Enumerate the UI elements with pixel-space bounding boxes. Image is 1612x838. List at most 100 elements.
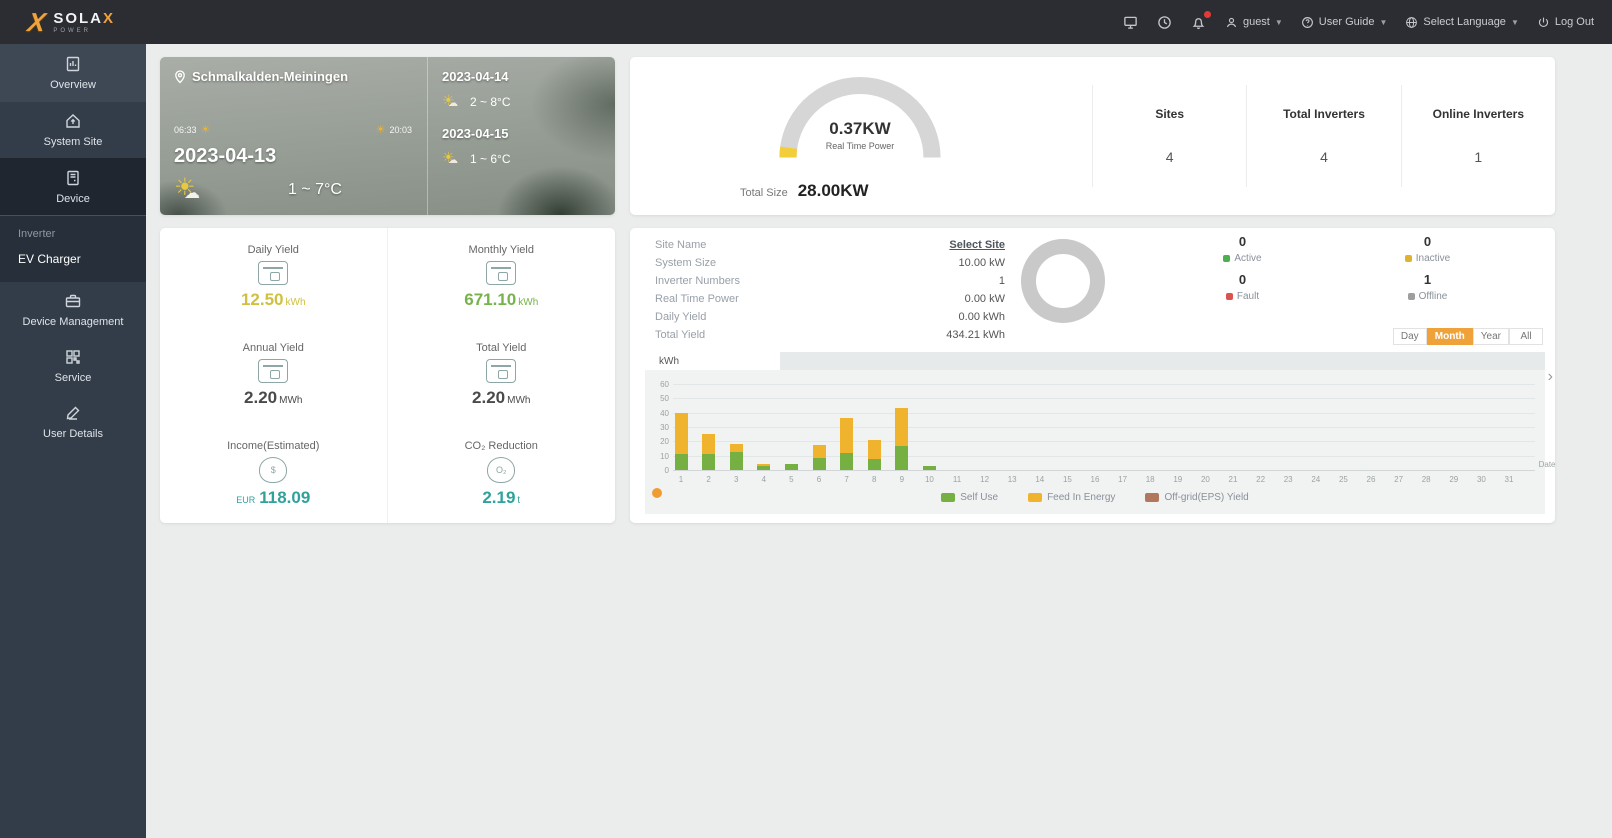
bar-feed-in-day-9 [895, 408, 909, 446]
x-axis-tick: 1 [678, 475, 684, 484]
power-overview-card: 0.37KW Real Time Power Total Size 28.00K… [630, 57, 1555, 215]
site-detail-card: Site Name Select Site System Size 10.00 … [630, 228, 1556, 523]
period-month-button[interactable]: Month [1426, 328, 1473, 345]
bar-feed-in-day-2 [702, 434, 716, 455]
sunrise-time: 06:33 ☀ [174, 124, 211, 136]
x-axis-tick: 18 [1145, 475, 1155, 484]
solax-logo: X SOLAX POWER [25, 6, 116, 38]
total-size-label: Total Size [740, 187, 788, 199]
sidebar-item-user-details[interactable]: User Details [0, 394, 146, 450]
pencil-icon [66, 406, 80, 420]
bar-self-use-day-4 [757, 465, 771, 470]
field-inverter-numbers: Inverter Numbers 1 [655, 275, 1005, 287]
sidebar-item-overview[interactable]: Overview [0, 44, 146, 102]
field-real-time-power: Real Time Power 0.00 kW [655, 293, 1005, 305]
bar-self-use-day-2 [702, 454, 716, 470]
top-bar-menu: guest ▼ User Guide ▼ Select Language ▼ L… [1123, 11, 1594, 30]
coins-icon: $ [259, 456, 288, 483]
field-system-size: System Size 10.00 kW [655, 257, 1005, 269]
sidebar-item-service[interactable]: Service [0, 338, 146, 394]
field-daily-yield: Daily Yield 0.00 kWh [655, 311, 1005, 323]
submenu-item-ev-charger[interactable]: EV Charger [18, 252, 81, 266]
yield-income: Income(Estimated) $ EUR 118.09 [160, 424, 388, 523]
period-all-button[interactable]: All [1509, 328, 1543, 345]
forecast-temp: 2 ~ 8°C [470, 95, 511, 109]
house-icon [66, 114, 80, 128]
yield-bar-chart: kWh 0 10 20 30 40 50 60 1 2 3 4 5 6 7 8 9 10 11 12 13 14 15 1… [645, 352, 1556, 514]
tab-kwh[interactable]: kWh [645, 352, 780, 370]
language-menu[interactable]: Select Language ▼ [1405, 16, 1519, 29]
yield-total: Total Yield 2.20 MWh [472, 342, 531, 408]
sidebar-item-device-management[interactable]: Device Management [0, 282, 146, 338]
select-site-link[interactable]: Select Site [949, 239, 1005, 251]
sunrise-icon: ☀ [200, 124, 211, 136]
gridline [673, 441, 1535, 443]
forecast-date: 2023-04-14 [442, 69, 509, 84]
sidebar-item-device[interactable]: Device [0, 158, 146, 216]
sidebar-item-system-site[interactable]: System Site [0, 102, 146, 158]
logout-button[interactable]: Log Out [1537, 16, 1594, 29]
sidebar-item-label: Overview [50, 79, 96, 91]
bar-self-use-day-8 [867, 459, 881, 470]
qr-grid-icon [66, 350, 80, 364]
device-icon [67, 170, 79, 185]
x-axis-tick: 29 [1449, 475, 1459, 484]
solax-x-logo-icon: X [25, 6, 48, 37]
x-axis-tick: 16 [1090, 475, 1100, 484]
calendar-icon [486, 359, 517, 384]
x-axis-tick: 20 [1200, 475, 1210, 484]
x-axis-tick: 10 [924, 475, 934, 484]
y-axis-tick: 20 [660, 437, 669, 447]
status-grid: 0 Active 0 Inactive 0 Fault 1 Offline [1150, 234, 1520, 302]
y-axis-tick: 10 [660, 451, 669, 461]
stat-total-inverters: Total Inverters 4 [1246, 85, 1400, 187]
legend-feed-in-energy: Feed In Energy [1028, 492, 1115, 503]
status-offline: 1 Offline [1335, 272, 1520, 302]
x-axis-tick: 15 [1062, 475, 1072, 484]
inverter-status-donut [1021, 239, 1105, 323]
select-language-label: Select Language [1423, 16, 1506, 28]
notification-bell-icon[interactable] [1191, 11, 1211, 30]
period-year-button[interactable]: Year [1472, 328, 1509, 345]
x-axis-tick: 31 [1504, 475, 1514, 484]
status-fault: 0 Fault [1150, 272, 1335, 302]
yield-daily: Daily Yield 12.50 kWh [160, 228, 388, 327]
field-total-yield: Total Yield 434.21 kWh [655, 329, 1005, 341]
submenu-item-inverter[interactable]: Inverter [18, 228, 56, 240]
user-guide-menu[interactable]: User Guide ▼ [1301, 16, 1387, 29]
chevron-right-icon[interactable]: › [1547, 368, 1553, 385]
x-axis-tick: 9 [899, 475, 905, 484]
weather-location: Schmalkalden-Meiningen [192, 69, 349, 84]
bar-self-use-day-1 [674, 454, 688, 470]
period-toggle: Day Month Year All [1392, 328, 1543, 345]
x-axis-tick: 2 [706, 475, 711, 484]
x-axis-tick: 3 [733, 475, 739, 484]
sidebar-item-label: User Details [43, 428, 103, 440]
user-menu[interactable]: guest ▼ [1225, 16, 1283, 29]
bar-feed-in-day-8 [867, 439, 881, 460]
sidebar-item-label: Device [56, 192, 90, 205]
real-time-power-gauge: 0.37KW Real Time Power [770, 67, 950, 167]
bar-self-use-day-5 [784, 464, 798, 470]
period-day-button[interactable]: Day [1392, 328, 1427, 345]
bar-self-use-day-10 [922, 466, 936, 470]
gridline [673, 470, 1535, 471]
status-active: 0 Active [1150, 234, 1335, 264]
field-site-name: Site Name Select Site [655, 239, 1005, 251]
app-download-icon[interactable] [1123, 14, 1139, 30]
floating-helper-button[interactable] [652, 488, 662, 498]
stat-sites: Sites 4 [1092, 85, 1246, 187]
sunset-icon: ☀ [375, 124, 386, 136]
alarm-history-icon[interactable] [1157, 14, 1173, 30]
x-axis-tick: 4 [761, 475, 767, 484]
brand-name: SOLAX [53, 9, 116, 27]
legend-self-use: Self Use [941, 492, 998, 503]
weather-today-date: 2023-04-13 [174, 145, 277, 167]
y-axis-tick: 0 [664, 466, 669, 475]
weather-forecast: 2023-04-14 ☀ ☁ 2 ~ 8°C 2023-04-15 ☀ ☁ 1 ~ … [427, 57, 615, 215]
user-guide-label: User Guide [1318, 16, 1375, 28]
chevron-down-icon: ▼ [1510, 17, 1519, 27]
sun-cloud-icon: ☀ ☁ [442, 92, 458, 109]
sidebar-item-label: Device Management [22, 316, 124, 328]
bar-feed-in-day-6 [812, 444, 826, 458]
